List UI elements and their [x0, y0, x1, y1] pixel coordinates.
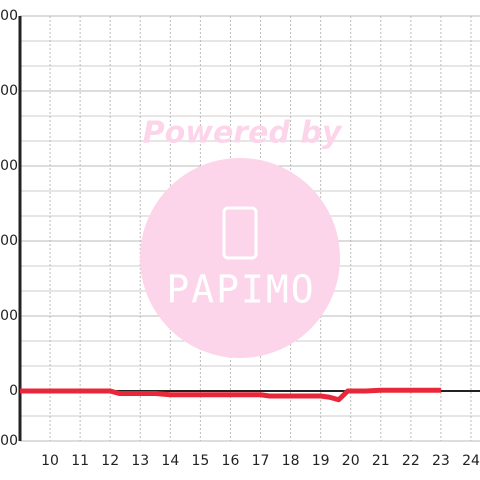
x-tick-label: 24: [462, 453, 480, 469]
y-tick-label: 60,000: [0, 233, 18, 249]
line-series: [20, 387, 441, 403]
x-tick-label: 13: [131, 453, 149, 469]
y-tick-label: -20,000: [0, 433, 18, 449]
watermark: Powered by PAPIMO: [140, 116, 343, 358]
y-tick-label: 0: [9, 383, 18, 399]
x-tick-label: 14: [161, 453, 179, 469]
y-tick-label: 30,000: [0, 308, 18, 324]
x-tick-label: 22: [402, 453, 420, 469]
watermark-logo: PAPIMO: [166, 268, 315, 312]
x-tick-label: 15: [191, 453, 209, 469]
y-tick-label: 90,000: [0, 158, 18, 174]
y-tick-label: 150,000: [0, 8, 18, 24]
x-tick-label: 20: [342, 453, 360, 469]
x-tick-label: 17: [252, 453, 270, 469]
watermark-text: Powered by: [143, 116, 343, 151]
watermark-phone: [222, 206, 258, 260]
x-tick-label: 21: [372, 453, 390, 469]
y-tick-label: 120,000: [0, 83, 18, 99]
x-tick-label: 23: [432, 453, 450, 469]
x-tick-label: 11: [71, 453, 89, 469]
x-tick-label: 12: [101, 453, 119, 469]
x-tick-label: 10: [41, 453, 59, 469]
x-tick-label: 16: [222, 453, 240, 469]
x-tick-label: 19: [312, 453, 330, 469]
x-tick-label: 18: [282, 453, 300, 469]
